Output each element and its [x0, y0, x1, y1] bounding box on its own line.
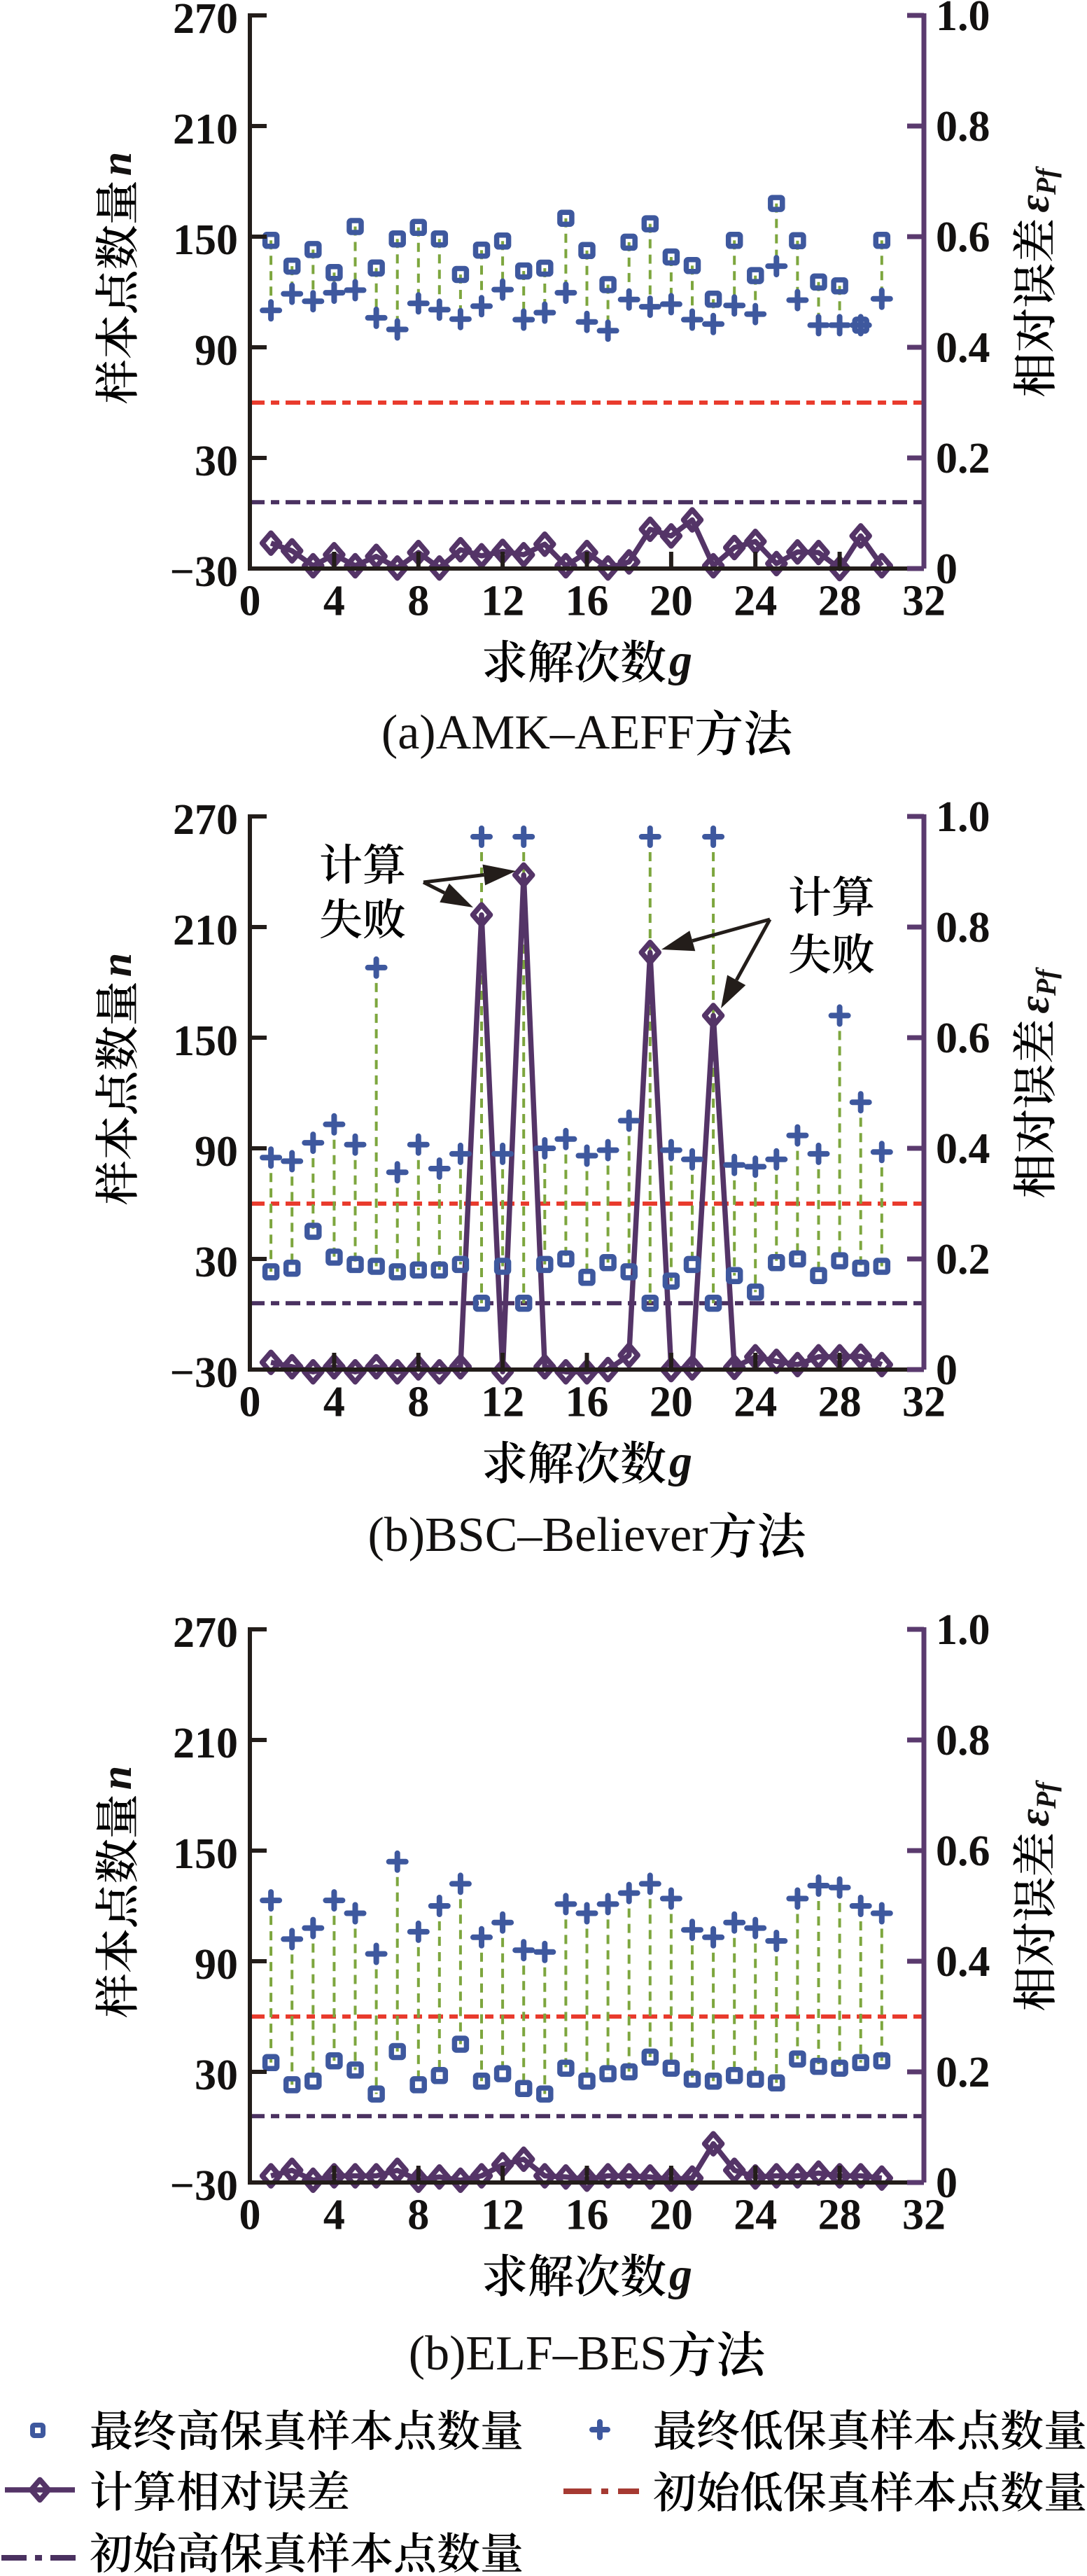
svg-text:4: 4 — [323, 1379, 345, 1426]
svg-text:0.8: 0.8 — [936, 103, 990, 151]
svg-text:30: 30 — [195, 438, 238, 485]
svg-text:270: 270 — [173, 1609, 238, 1657]
svg-text:Pf: Pf — [1030, 1780, 1062, 1809]
svg-text:8: 8 — [407, 578, 429, 625]
svg-text:0: 0 — [936, 545, 958, 593]
svg-text:g: g — [668, 2249, 692, 2300]
svg-text:150: 150 — [173, 1830, 238, 1878]
svg-text:0.4: 0.4 — [936, 1938, 990, 1986]
svg-text:30: 30 — [195, 2052, 238, 2099]
svg-text:1.0: 1.0 — [936, 793, 990, 841]
svg-text:210: 210 — [173, 1720, 238, 1767]
svg-text:210: 210 — [173, 907, 238, 954]
svg-text:32: 32 — [902, 1379, 946, 1426]
svg-text:0.4: 0.4 — [936, 324, 990, 372]
svg-text:16: 16 — [566, 2192, 609, 2239]
svg-text:30: 30 — [195, 1239, 238, 1286]
svg-text:24: 24 — [734, 1379, 777, 1426]
svg-text:90: 90 — [195, 1941, 238, 1989]
svg-text:n: n — [93, 953, 141, 977]
svg-text:0: 0 — [239, 2192, 261, 2239]
svg-text:12: 12 — [481, 578, 524, 625]
svg-text:0.2: 0.2 — [936, 2049, 990, 2096]
svg-text:20: 20 — [650, 1379, 693, 1426]
svg-text:32: 32 — [902, 578, 946, 625]
svg-text:270: 270 — [173, 0, 238, 43]
svg-text:1.0: 1.0 — [936, 1606, 990, 1654]
svg-text:0.2: 0.2 — [936, 435, 990, 482]
svg-text:1.0: 1.0 — [936, 0, 990, 40]
svg-text:0.6: 0.6 — [936, 1015, 990, 1062]
svg-text:90: 90 — [195, 327, 238, 375]
svg-text:90: 90 — [195, 1128, 238, 1176]
svg-text:−30: −30 — [170, 1349, 238, 1397]
svg-text:g: g — [668, 1436, 692, 1487]
svg-text:0: 0 — [239, 578, 261, 625]
svg-text:150: 150 — [173, 1017, 238, 1065]
svg-text:0: 0 — [936, 2159, 958, 2207]
svg-text:0: 0 — [936, 1346, 958, 1394]
svg-text:20: 20 — [650, 2192, 693, 2239]
svg-text:0.4: 0.4 — [936, 1125, 990, 1173]
svg-text:0.6: 0.6 — [936, 1827, 990, 1875]
svg-text:20: 20 — [650, 578, 693, 625]
svg-text:(b)ELF–BES: (b)ELF–BES — [409, 2327, 667, 2381]
svg-text:8: 8 — [407, 2192, 429, 2239]
svg-text:16: 16 — [566, 578, 609, 625]
svg-text:8: 8 — [407, 1379, 429, 1426]
svg-text:210: 210 — [173, 106, 238, 153]
svg-text:24: 24 — [734, 578, 777, 625]
svg-text:ε: ε — [1011, 1809, 1058, 1826]
svg-text:28: 28 — [818, 2192, 862, 2239]
svg-text:−30: −30 — [170, 548, 238, 596]
svg-text:Pf: Pf — [1030, 166, 1062, 195]
svg-text:Pf: Pf — [1030, 967, 1062, 996]
svg-text:−30: −30 — [170, 2162, 238, 2210]
svg-text:ε: ε — [1011, 195, 1058, 212]
svg-text:28: 28 — [818, 1379, 862, 1426]
svg-text:270: 270 — [173, 796, 238, 844]
svg-text:(a)AMK–AEFF: (a)AMK–AEFF — [381, 706, 694, 760]
svg-text:32: 32 — [902, 2192, 946, 2239]
svg-text:n: n — [93, 1766, 141, 1790]
svg-text:150: 150 — [173, 216, 238, 264]
svg-text:0.6: 0.6 — [936, 214, 990, 261]
svg-text:ε: ε — [1011, 996, 1058, 1013]
svg-text:12: 12 — [481, 1379, 524, 1426]
svg-text:g: g — [668, 635, 692, 686]
svg-text:28: 28 — [818, 578, 862, 625]
svg-text:0.2: 0.2 — [936, 1236, 990, 1283]
svg-text:4: 4 — [323, 578, 345, 625]
svg-text:0.8: 0.8 — [936, 1717, 990, 1764]
svg-text:12: 12 — [481, 2192, 524, 2239]
svg-text:16: 16 — [566, 1379, 609, 1426]
svg-text:4: 4 — [323, 2192, 345, 2239]
svg-text:0.8: 0.8 — [936, 904, 990, 952]
svg-text:n: n — [93, 152, 141, 176]
svg-text:(b)BSC–Believer: (b)BSC–Believer — [368, 1508, 708, 1562]
svg-text:0: 0 — [239, 1379, 261, 1426]
svg-text:24: 24 — [734, 2192, 777, 2239]
